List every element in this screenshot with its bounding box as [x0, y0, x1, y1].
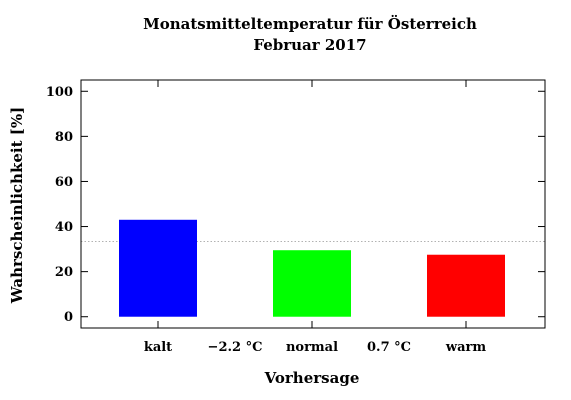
bar-kalt	[119, 219, 197, 317]
y-tick-label-80: 80	[55, 130, 73, 145]
bar-warm	[427, 254, 505, 317]
threshold-label-1: −2.2 °C	[208, 340, 263, 355]
y-tick-label-40: 40	[55, 220, 73, 235]
x-tick-label-warm: warm	[445, 340, 486, 355]
y-tick-label-100: 100	[46, 85, 73, 100]
plot-frame	[80, 79, 546, 329]
x-axis-label: Vorhersage	[264, 369, 360, 387]
bar-normal	[273, 250, 351, 317]
chart-title-line-1: Monatsmitteltemperatur für Österreich	[143, 14, 477, 33]
threshold-label-2: 0.7 °C	[367, 340, 411, 355]
plot-area: 0 20 40 60 80 100 kalt normal warm −2.2 °C 0.7 °C	[46, 79, 546, 355]
y-tick-label-0: 0	[64, 310, 73, 325]
y-axis-label: Wahrscheinlichkeit [%]	[8, 107, 26, 304]
chart-title-line-2: Februar 2017	[253, 36, 366, 54]
x-tick-label-normal: normal	[286, 340, 338, 355]
x-tick-label-kalt: kalt	[144, 340, 172, 355]
y-tick-label-60: 60	[55, 175, 73, 190]
y-tick-label-20: 20	[55, 265, 73, 280]
